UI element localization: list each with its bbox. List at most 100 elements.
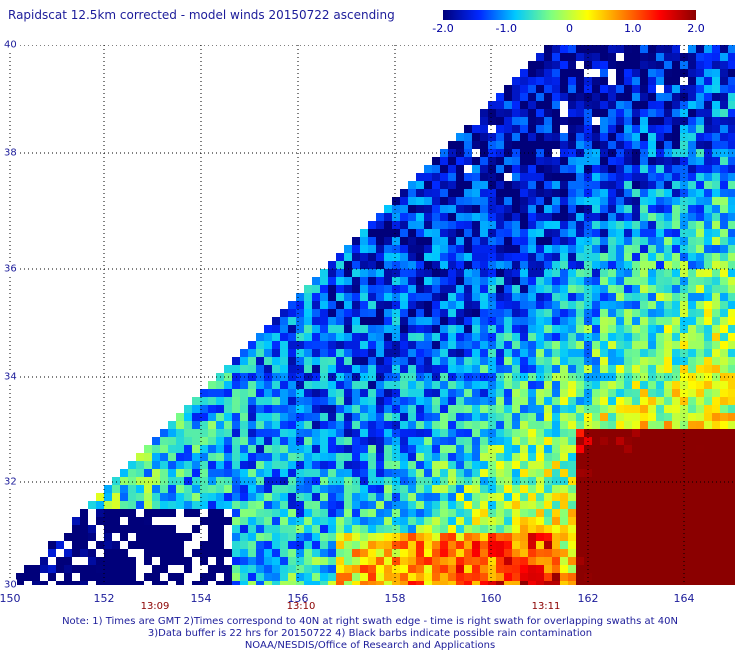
swath-cell [608,517,616,525]
swath-cell [376,549,384,557]
swath-cell [696,317,704,325]
swath-cell [352,285,360,293]
swath-cell [720,85,728,93]
swath-cell [384,437,392,445]
swath-cell [416,261,424,269]
swath-cell [232,389,240,397]
swath-cell [312,533,320,541]
swath-cell [488,117,496,125]
swath-cell [704,565,712,573]
swath-cell [544,357,552,365]
swath-cell [480,125,488,133]
swath-cell [208,453,216,461]
swath-cell [248,517,256,525]
swath-cell [712,557,720,565]
swath-cell [152,501,160,509]
swath-cell [688,117,696,125]
swath-cell [448,581,456,585]
swath-cell [440,197,448,205]
swath-cell [184,493,192,501]
swath-cell [592,389,600,397]
swath-cell [600,405,608,413]
swath-cell [728,565,735,573]
swath-cell [288,381,296,389]
swath-cell [488,469,496,477]
swath-cell [664,277,672,285]
swath-cell [696,549,704,557]
swath-cell [592,541,600,549]
swath-cell [352,573,360,581]
swath-cell [224,509,232,517]
swath-cell [472,245,480,253]
time-label-1310: 13:10 [286,601,316,612]
swath-cell [272,437,280,445]
swath-cell [200,445,208,453]
swath-cell [656,469,664,477]
swath-cell [248,485,256,493]
swath-cell [552,181,560,189]
swath-cell [728,485,735,493]
swath-cell [504,405,512,413]
swath-cell [536,157,544,165]
swath-cell [472,141,480,149]
swath-cell [528,541,536,549]
swath-cell [600,293,608,301]
x-tick-162: 162 [577,592,599,605]
swath-cell [200,469,208,477]
swath-cell [480,581,488,585]
swath-cell [552,285,560,293]
swath-cell [128,573,136,581]
swath-cell [632,333,640,341]
swath-cell [288,549,296,557]
swath-cell [320,389,328,397]
swath-cells [8,45,735,585]
swath-cell [672,229,680,237]
swath-cell [536,213,544,221]
swath-cell [472,133,480,141]
swath-cell [400,213,408,221]
swath-cell [488,165,496,173]
swath-cell [504,437,512,445]
swath-cell [536,501,544,509]
swath-cell [416,253,424,261]
swath-cell [696,397,704,405]
swath-cell [216,381,224,389]
swath-cell [576,565,584,573]
swath-cell [448,269,456,277]
swath-cell [336,269,344,277]
swath-cell [392,365,400,373]
swath-cell [432,413,440,421]
swath-cell [464,397,472,405]
swath-cell [336,581,344,585]
swath-cell [272,413,280,421]
swath-cell [480,269,488,277]
swath-cell [416,173,424,181]
swath-cell [88,509,96,517]
swath-cell [472,221,480,229]
x-tick-164: 164 [673,592,695,605]
swath-cell [360,405,368,413]
swath-cell [328,349,336,357]
swath-cell [568,453,576,461]
swath-cell [560,189,568,197]
swath-cell [448,485,456,493]
swath-cell [320,349,328,357]
swath-cell [208,541,216,549]
swath-cell [656,181,664,189]
swath-cell [648,389,656,397]
swath-cell [672,485,680,493]
swath-cell [640,77,648,85]
swath-cell [368,453,376,461]
swath-cell [688,549,696,557]
swath-cell [472,213,480,221]
swath-cell [600,269,608,277]
swath-cell [264,421,272,429]
swath-cell [552,85,560,93]
swath-cell [712,141,720,149]
swath-cell [640,365,648,373]
swath-cell [128,525,136,533]
swath-cell [648,117,656,125]
swath-cell [632,261,640,269]
swath-cell [688,69,696,77]
swath-cell [48,557,56,565]
